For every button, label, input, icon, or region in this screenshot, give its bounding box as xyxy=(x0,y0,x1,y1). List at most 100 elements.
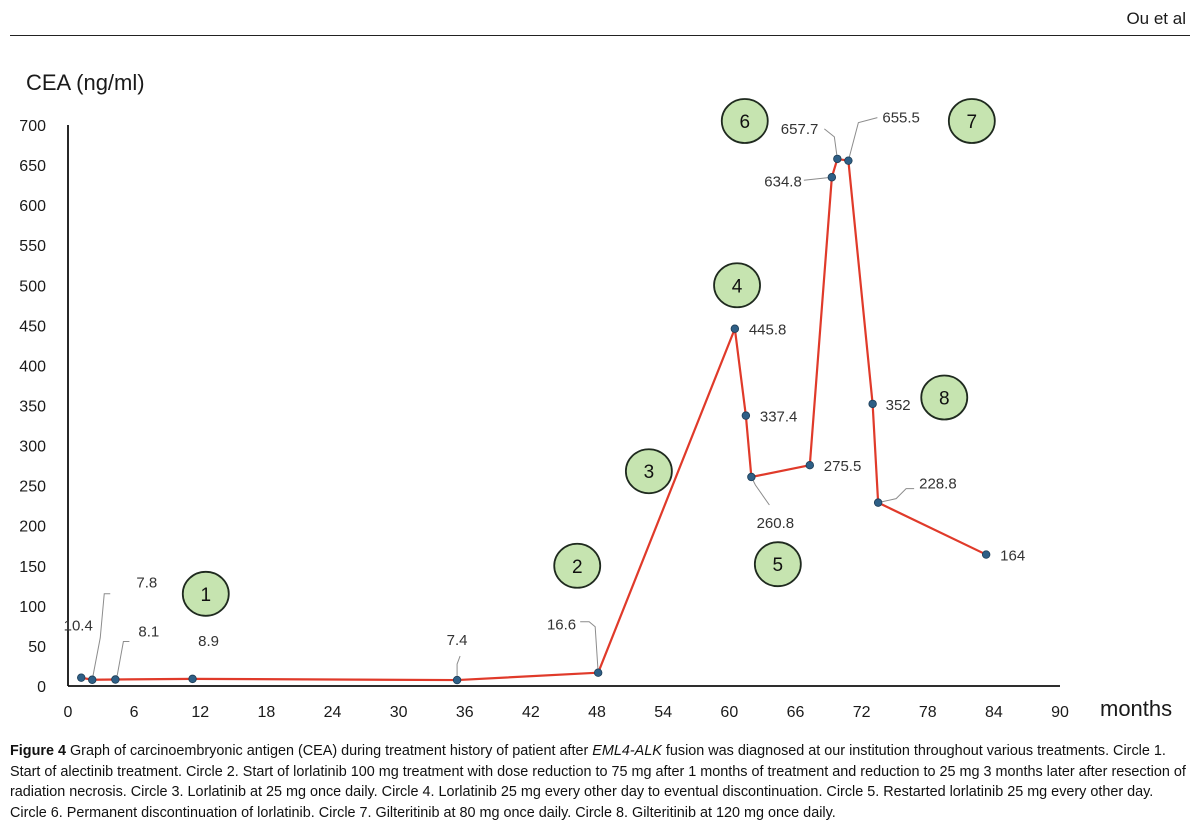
data-point xyxy=(873,498,883,507)
data-label: 8.9 xyxy=(198,633,219,650)
data-point xyxy=(827,173,837,182)
y-tick-label: 700 xyxy=(19,118,46,135)
treatment-circle-number: 5 xyxy=(773,555,784,576)
x-tick-label: 84 xyxy=(985,704,1003,721)
y-tick-labels: 0 50 100 150 200 250 300 350 400 450 500 550 600 650 7… xyxy=(19,118,46,696)
label-leader xyxy=(750,476,770,506)
caption-text-2: fusion was diagnosed at our institution … xyxy=(10,743,1186,821)
y-tick-label: 0 xyxy=(37,679,46,696)
x-axis-title: months xyxy=(1100,696,1172,721)
x-tick-label: 78 xyxy=(919,704,937,721)
y-tick-label: 50 xyxy=(28,639,46,656)
treatment-circle-number: 8 xyxy=(939,388,950,409)
treatment-circle-number: 1 xyxy=(200,585,211,606)
label-leader xyxy=(878,488,915,504)
caption-italic: EML4-ALK xyxy=(592,743,662,759)
x-tick-label: 36 xyxy=(456,704,474,721)
data-point xyxy=(452,675,462,685)
data-label: 634.8 xyxy=(764,173,802,190)
treatment-circle xyxy=(720,98,769,144)
data-label: 352 xyxy=(886,397,911,414)
data-label: 228.8 xyxy=(919,476,957,493)
treatment-circle-number: 6 xyxy=(739,112,750,133)
treatment-circle-number: 4 xyxy=(732,276,743,297)
y-tick-label: 650 xyxy=(19,158,46,175)
data-points xyxy=(77,154,991,685)
x-tick-label: 48 xyxy=(588,704,606,721)
x-tick-label: 0 xyxy=(64,704,73,721)
x-tick-label: 72 xyxy=(853,704,871,721)
treatment-circle xyxy=(713,262,761,309)
data-point xyxy=(833,154,842,164)
data-label: 657.7 xyxy=(781,121,819,138)
data-label: 10.4 xyxy=(64,618,93,635)
label-leader xyxy=(824,128,838,159)
y-tick-label: 600 xyxy=(19,198,46,215)
data-label: 655.5 xyxy=(882,110,920,127)
figure-caption: Figure 4 Graph of carcinoembryonic antig… xyxy=(10,741,1192,823)
data-label: 337.4 xyxy=(760,409,798,426)
data-point xyxy=(844,156,853,165)
y-tick-label: 100 xyxy=(19,599,46,616)
x-tick-label: 90 xyxy=(1051,704,1069,721)
x-tick-label: 18 xyxy=(258,704,276,721)
data-point xyxy=(88,675,97,684)
x-tick-label: 42 xyxy=(522,704,540,721)
data-point xyxy=(868,399,877,409)
data-labels: 10.4 7.8 8.1 8.9 7.4 16.6 445.8 337.4 260.8 275.5… xyxy=(64,110,1026,650)
y-tick-label: 200 xyxy=(19,519,46,536)
data-label: 260.8 xyxy=(757,515,795,532)
x-tick-labels: 0 6 12 18 24 30 36 42 48 54 60 66 72 78 84 90 xyxy=(64,704,1069,721)
y-tick-label: 300 xyxy=(19,439,46,456)
data-label: 16.6 xyxy=(547,617,576,634)
data-point xyxy=(805,461,814,470)
data-point xyxy=(77,673,86,682)
x-tick-label: 66 xyxy=(787,704,805,721)
label-leader-lines xyxy=(91,117,915,681)
series-line-cea xyxy=(81,157,987,682)
treatment-circle xyxy=(624,448,673,495)
label-leader xyxy=(91,593,111,680)
y-tick-label: 400 xyxy=(19,358,46,375)
data-point xyxy=(981,550,991,559)
treatment-circles: 1 2 3 4 5 6 7 8 xyxy=(181,98,996,617)
treatment-circle-number: 2 xyxy=(572,557,583,578)
data-point xyxy=(188,674,197,684)
header-author: Ou et al xyxy=(1126,9,1186,28)
label-leader xyxy=(456,655,461,681)
header-rule xyxy=(10,35,1190,36)
y-axis-title: CEA (ng/ml) xyxy=(26,70,145,95)
x-tick-label: 60 xyxy=(720,704,738,721)
treatment-circle xyxy=(553,542,602,589)
data-label: 8.1 xyxy=(138,624,159,641)
treatment-circle-number: 7 xyxy=(967,112,978,133)
label-leader xyxy=(847,117,878,161)
y-tick-label: 350 xyxy=(19,399,46,416)
series-line-group xyxy=(81,157,987,682)
y-tick-label: 450 xyxy=(19,318,46,335)
data-point xyxy=(111,675,120,684)
y-tick-label: 550 xyxy=(19,238,46,255)
x-tick-label: 54 xyxy=(654,704,672,721)
y-tick-label: 250 xyxy=(19,479,46,496)
x-tick-label: 12 xyxy=(191,704,209,721)
treatment-circle xyxy=(920,374,969,421)
data-label: 275.5 xyxy=(824,458,862,475)
data-point xyxy=(747,472,756,482)
data-label: 164 xyxy=(1000,548,1025,565)
x-tick-label: 30 xyxy=(390,704,408,721)
x-tick-label: 24 xyxy=(324,704,342,721)
treatment-circle xyxy=(753,541,802,588)
data-label: 445.8 xyxy=(749,322,787,339)
data-point xyxy=(730,324,740,333)
y-tick-label: 150 xyxy=(19,559,46,576)
data-point xyxy=(593,668,603,677)
cea-line-chart: CEA (ng/ml) months 050100150200250300350… xyxy=(19,70,1172,721)
label-leader xyxy=(114,641,130,680)
data-label: 7.4 xyxy=(447,632,468,649)
caption-text-1: Graph of carcinoembryonic antigen (CEA) … xyxy=(65,743,593,759)
label-leader xyxy=(803,176,832,181)
treatment-circle xyxy=(181,570,230,617)
x-tick-label: 6 xyxy=(130,704,139,721)
treatment-circle xyxy=(947,98,996,144)
